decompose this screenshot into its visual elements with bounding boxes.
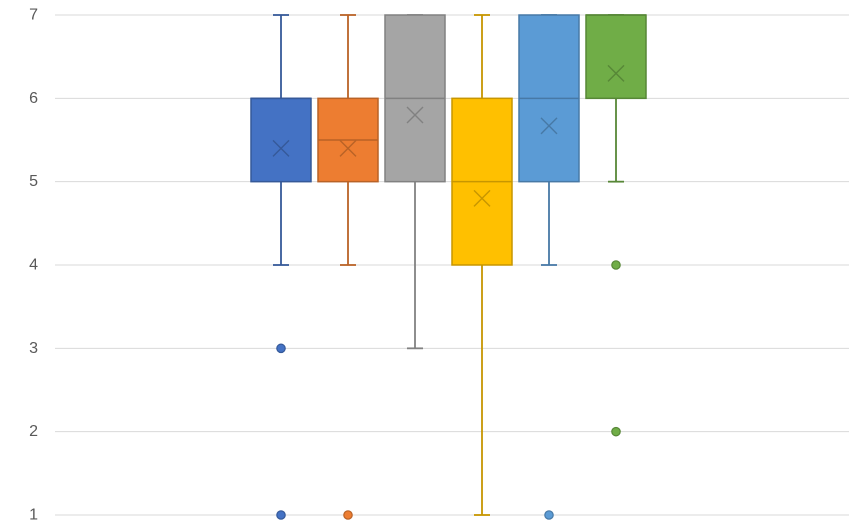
mean-marker-b (272, 139, 290, 157)
mean-marker-b (473, 189, 491, 207)
outlier-point (611, 426, 621, 437)
box-1 (250, 14, 312, 520)
box-4 (451, 14, 513, 516)
box-series (250, 14, 647, 520)
y-tick-label-2: 2 (29, 423, 38, 440)
box-5 (518, 14, 580, 520)
y-tick-label-5: 5 (29, 173, 38, 190)
outlier-point (276, 343, 286, 354)
y-tick-label-6: 6 (29, 90, 38, 107)
mean-marker-b (607, 64, 625, 82)
outlier-point (343, 510, 353, 520)
box-2 (317, 14, 379, 520)
mean-marker-b (540, 117, 558, 135)
mean-marker-b (406, 106, 424, 124)
outlier-point (611, 260, 621, 270)
box-6 (585, 14, 647, 437)
y-tick-label-3: 3 (29, 340, 38, 357)
y-tick-label-7: 7 (29, 7, 38, 24)
box-3 (384, 14, 446, 350)
iqr-box (585, 14, 647, 100)
mean-marker-b (339, 139, 357, 157)
outlier-point (544, 510, 554, 520)
y-axis-tick-labels: 1 2 3 4 5 6 7 (29, 7, 38, 524)
outlier-point (276, 510, 286, 520)
y-tick-label-1: 1 (29, 507, 38, 524)
iqr-box (250, 97, 312, 183)
y-tick-label-4: 4 (29, 257, 38, 274)
